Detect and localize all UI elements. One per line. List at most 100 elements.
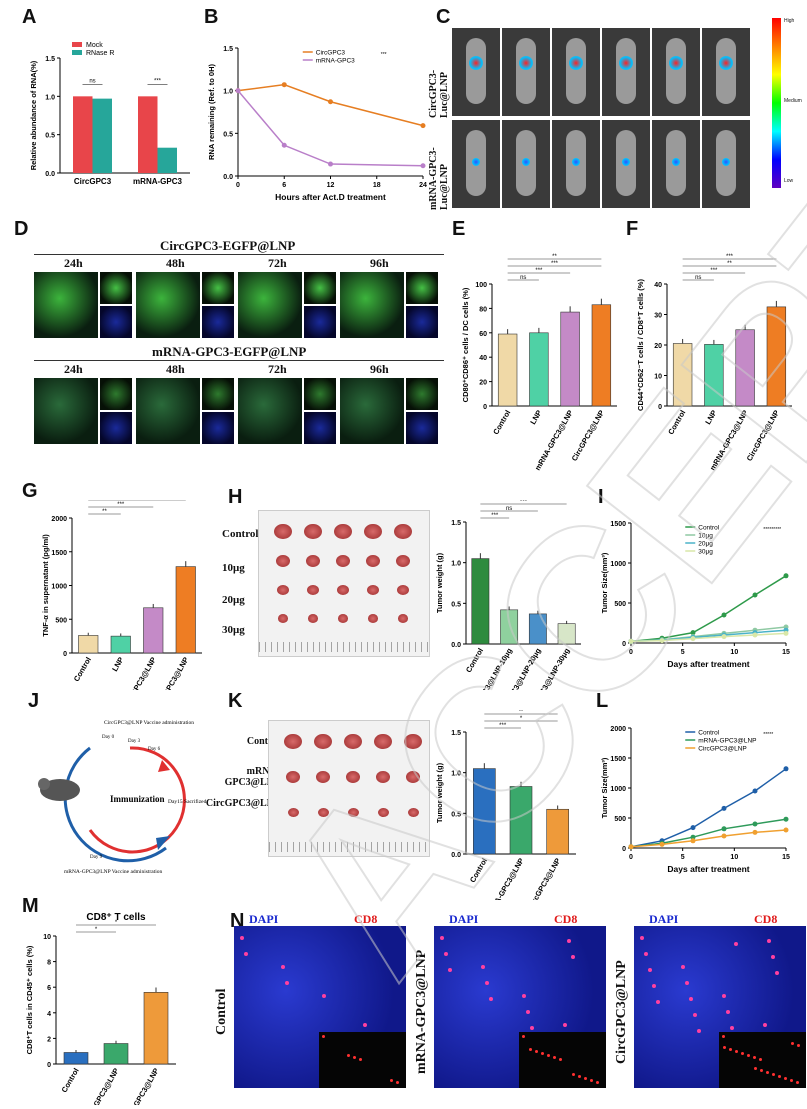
significance-label: ** bbox=[519, 710, 524, 715]
data-point bbox=[281, 142, 287, 148]
significance-label: *** bbox=[491, 513, 499, 519]
bar-rnase-r bbox=[157, 147, 177, 173]
legend-label: CircGPC3@LNP bbox=[698, 746, 747, 753]
y-tick-label: 0.0 bbox=[451, 642, 461, 649]
timepoint-label: 48h bbox=[166, 362, 185, 376]
legend-label: Mock bbox=[86, 42, 103, 49]
tumor-specimen bbox=[314, 734, 332, 750]
data-point bbox=[690, 630, 696, 636]
y-tick-label: 4 bbox=[47, 1011, 51, 1018]
data-point bbox=[690, 838, 696, 844]
data-point bbox=[659, 841, 665, 847]
micrograph-dapi bbox=[100, 412, 132, 444]
ruler bbox=[259, 642, 429, 652]
micrograph-gfp bbox=[304, 272, 336, 304]
x-tick-label: 18 bbox=[373, 182, 381, 189]
timepoint-label: 24h bbox=[64, 256, 83, 270]
mouse-image bbox=[502, 120, 550, 208]
tumor-specimen bbox=[344, 734, 362, 750]
bar bbox=[557, 623, 576, 645]
x-tick-label: 0 bbox=[629, 854, 633, 861]
data-point bbox=[783, 766, 789, 772]
bar-mock bbox=[73, 96, 93, 173]
micrograph-gfp bbox=[304, 378, 336, 410]
significance-label: *** bbox=[381, 52, 387, 58]
micrograph-dapi bbox=[304, 412, 336, 444]
x-tick-label: Control bbox=[666, 409, 687, 437]
micrograph-dapi bbox=[202, 306, 234, 338]
dapi-label: DAPI bbox=[649, 912, 679, 926]
mouse-image bbox=[502, 28, 550, 116]
legend-label: mRNA-GPC3 bbox=[316, 58, 355, 65]
j-day0: Day 0 bbox=[102, 735, 115, 740]
j-bottom-label: mRNA-GPC3@LNP Vaccine administration bbox=[64, 869, 163, 875]
data-point bbox=[328, 99, 333, 105]
y-tick-label: 1000 bbox=[51, 584, 67, 591]
y-tick-label: 60 bbox=[479, 331, 487, 338]
y-tick-label: 0.0 bbox=[451, 852, 461, 859]
y-tick-label: 0 bbox=[622, 641, 626, 648]
mouse-image bbox=[452, 120, 500, 208]
y-axis-label: Tumor Size(mm³) bbox=[600, 552, 609, 613]
data-point bbox=[783, 816, 789, 822]
y-tick-label: 0.0 bbox=[223, 174, 233, 181]
panel-h-tumor-photo bbox=[258, 510, 430, 657]
series-line bbox=[237, 83, 424, 127]
panel-label-e: E bbox=[452, 218, 466, 240]
micrograph-gfp bbox=[202, 378, 234, 410]
micrograph-dapi bbox=[202, 412, 234, 444]
tumor-specimen bbox=[337, 584, 349, 595]
panel-label-f: F bbox=[626, 218, 639, 240]
y-tick-label: 2000 bbox=[610, 726, 626, 733]
tumor-specimen bbox=[407, 807, 419, 817]
dapi-label: DAPI bbox=[449, 912, 479, 926]
significance-label: ns bbox=[520, 275, 526, 281]
tumor-specimen bbox=[308, 614, 318, 623]
micrograph-gfp bbox=[202, 272, 234, 304]
x-tick-label: 12 bbox=[327, 182, 335, 189]
tumor-specimen bbox=[316, 771, 330, 783]
data-point bbox=[721, 612, 727, 618]
k-row-control: Control bbox=[246, 736, 280, 747]
x-axis-label: Days after treatment bbox=[667, 864, 749, 874]
x-tick-label: CircGPC3@LNP bbox=[154, 656, 190, 691]
timepoint-label: 96h bbox=[370, 362, 389, 376]
micrograph-dapi bbox=[100, 306, 132, 338]
x-tick-label: CircGPC3@LNP bbox=[124, 1067, 160, 1106]
tumor-specimen bbox=[366, 554, 380, 567]
significance-label: *** bbox=[763, 527, 769, 533]
j-sacrifice-label: Day15 Sacrifized bbox=[168, 798, 207, 805]
panel-h-row-labels: Control 10μg 20μg 30μg bbox=[222, 528, 258, 658]
data-point bbox=[328, 161, 333, 167]
tumor-specimen bbox=[376, 771, 390, 783]
tumor-specimen bbox=[276, 554, 290, 567]
tumor-specimen bbox=[347, 807, 359, 817]
x-tick-label: Control bbox=[60, 1067, 81, 1095]
tumor-specimen bbox=[346, 771, 360, 783]
x-tick-label: 15 bbox=[782, 854, 790, 861]
panel-label-k: K bbox=[228, 690, 243, 712]
j-center-label: Immunization bbox=[110, 794, 165, 804]
panel-c-colorscale: High Medium Low bbox=[772, 18, 802, 193]
significance-label: ** bbox=[135, 500, 140, 501]
ruler bbox=[269, 842, 429, 852]
y-axis-label: RNA remaining (Ref. to 0H) bbox=[207, 64, 216, 160]
x-tick-label: 15 bbox=[782, 649, 790, 656]
significance-label: *** bbox=[154, 78, 162, 84]
significance-label: * bbox=[95, 927, 98, 933]
scale-high-label: High bbox=[784, 18, 795, 24]
legend-label: RNase R bbox=[86, 50, 114, 57]
micrograph-gfp bbox=[406, 378, 438, 410]
data-point bbox=[752, 821, 758, 827]
y-tick-label: 100 bbox=[475, 282, 487, 289]
y-tick-label: 40 bbox=[479, 355, 487, 362]
data-point bbox=[690, 636, 696, 642]
k-row-mrna: mRNA-GPC3@LNP bbox=[224, 766, 280, 788]
tumor-specimen bbox=[397, 584, 409, 595]
tumor-specimen bbox=[364, 524, 382, 540]
y-tick-label: 1.0 bbox=[45, 94, 55, 101]
x-tick-label: CircGPC3 bbox=[74, 177, 112, 186]
bar bbox=[560, 311, 580, 407]
significance-label: *** bbox=[520, 500, 528, 505]
bar bbox=[78, 635, 99, 654]
